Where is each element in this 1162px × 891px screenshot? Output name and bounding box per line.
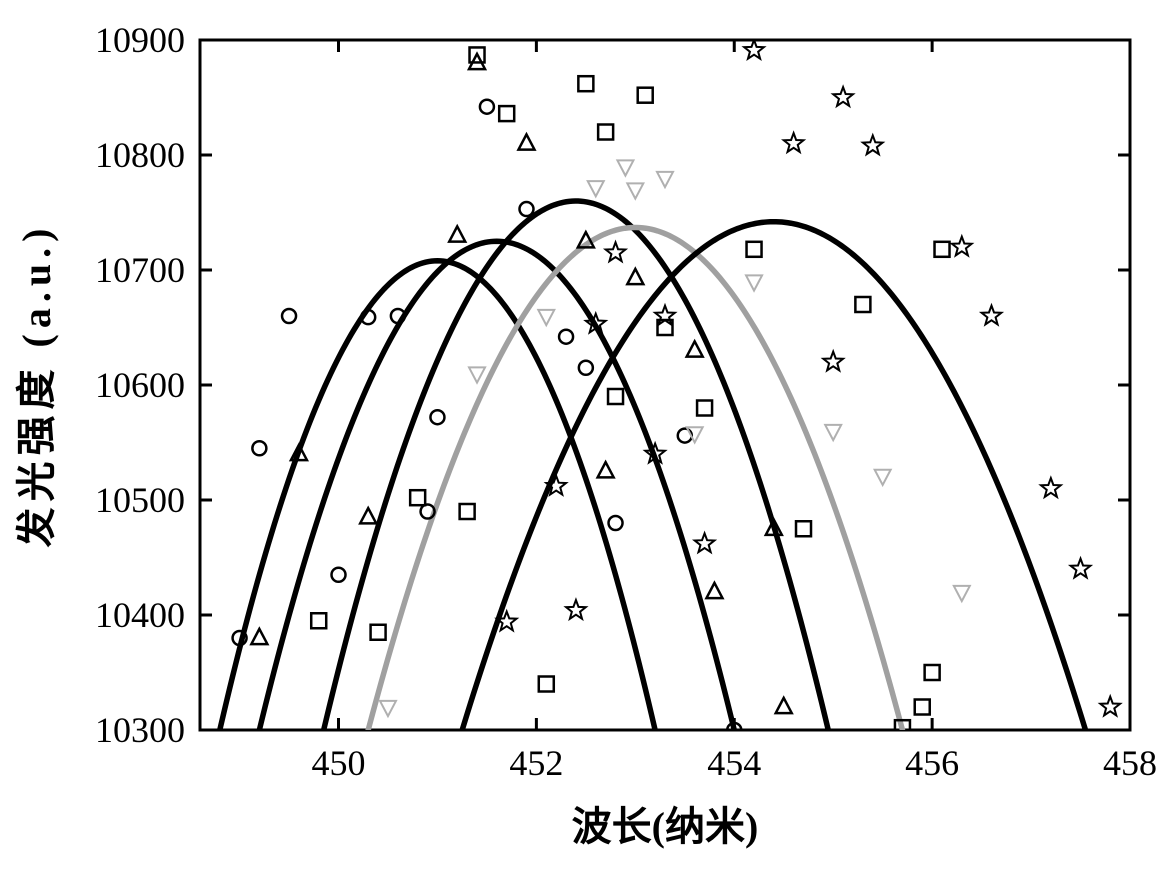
y-tick-label: 10500 [95,480,185,520]
y-tick-label: 10800 [95,135,185,175]
chart-container: 450 452 454 456 458 10300 10400 10500 10600 10700… [0,0,1162,891]
x-tick-label: 458 [1103,743,1157,783]
y-tick-label: 10400 [95,595,185,635]
x-axis-label: 波长(纳米) [572,804,759,849]
x-tick-label: 452 [509,743,563,783]
x-tick-label: 450 [312,743,366,783]
y-tick-label: 10700 [95,250,185,290]
plot-border [200,40,1130,730]
y-tick-label: 10600 [95,365,185,405]
x-tick-label: 456 [905,743,959,783]
x-tick-label: 454 [707,743,761,783]
y-tick-label: 10900 [95,20,185,60]
y-tick-label: 10300 [95,710,185,750]
y-axis-label: 发光强度 (a.u.) [14,223,59,548]
scatter-chart: 450 452 454 456 458 10300 10400 10500 10600 10700… [0,0,1162,891]
